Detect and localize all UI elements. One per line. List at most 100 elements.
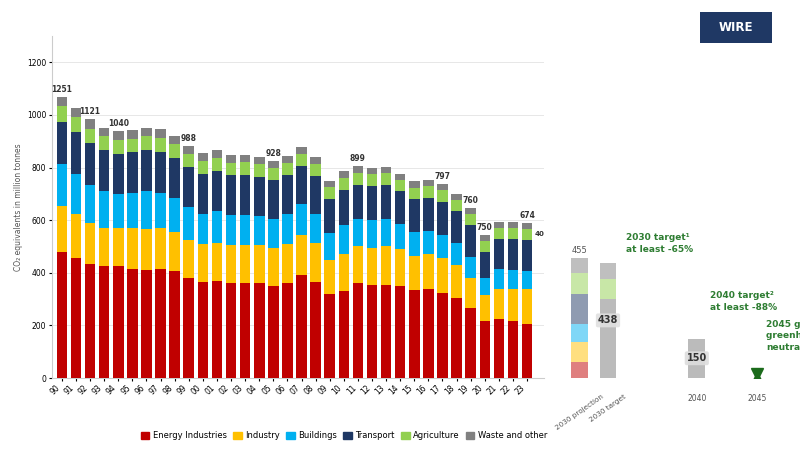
Bar [70, 117, 82, 132]
Bar [366, 220, 378, 248]
Bar [451, 211, 462, 243]
Bar [113, 194, 123, 228]
Bar [366, 174, 378, 186]
Bar [409, 188, 419, 199]
Bar [170, 271, 180, 378]
Bar [127, 269, 138, 378]
Bar [254, 177, 265, 216]
Bar [85, 129, 95, 143]
Bar [70, 108, 82, 117]
Bar [310, 158, 321, 164]
Bar [226, 215, 236, 245]
Bar [522, 271, 532, 288]
Bar [325, 181, 335, 187]
Bar [479, 278, 490, 295]
Bar [366, 168, 378, 174]
Bar [600, 279, 617, 299]
Bar [282, 175, 293, 214]
Bar [466, 278, 476, 308]
Bar [494, 288, 504, 319]
Bar [113, 153, 123, 194]
Bar [353, 184, 363, 219]
Text: WIRE: WIRE [718, 21, 754, 34]
Bar [423, 288, 434, 378]
Bar [522, 229, 532, 240]
Bar [494, 269, 504, 288]
Bar [113, 228, 123, 266]
Bar [127, 130, 138, 139]
Bar [571, 324, 587, 342]
Bar [296, 204, 307, 234]
Bar [57, 97, 67, 106]
Bar [353, 166, 363, 172]
Bar [99, 136, 110, 150]
Bar [466, 308, 476, 378]
Bar [522, 324, 532, 378]
Bar [423, 186, 434, 198]
Bar [494, 319, 504, 378]
Bar [522, 240, 532, 271]
Bar [212, 211, 222, 243]
Bar [127, 152, 138, 193]
Bar [438, 190, 448, 202]
Bar [268, 219, 278, 248]
Bar [57, 164, 67, 206]
Bar [409, 199, 419, 232]
Bar [325, 294, 335, 378]
Bar [240, 284, 250, 378]
Bar [226, 284, 236, 378]
Bar [296, 147, 307, 154]
Bar [438, 184, 448, 190]
Bar [353, 284, 363, 378]
Bar [282, 284, 293, 378]
Bar [141, 230, 152, 270]
Bar [85, 223, 95, 264]
Bar [366, 248, 378, 284]
Bar [395, 174, 406, 180]
Bar [381, 284, 391, 378]
Bar [170, 232, 180, 271]
Bar [451, 298, 462, 378]
Text: 1121: 1121 [79, 107, 101, 116]
Text: 2040 target²
at least -88%: 2040 target² at least -88% [710, 291, 777, 312]
Bar [409, 181, 419, 188]
Bar [155, 269, 166, 378]
Bar [170, 136, 180, 144]
Text: 1251: 1251 [51, 85, 72, 94]
Bar [409, 290, 419, 378]
Bar [99, 150, 110, 191]
Bar [170, 198, 180, 232]
Bar [240, 162, 250, 175]
Text: 2040: 2040 [687, 394, 706, 403]
Text: 438: 438 [598, 315, 618, 325]
Bar [254, 164, 265, 177]
Bar [226, 155, 236, 162]
Bar [571, 294, 587, 324]
Bar [494, 222, 504, 228]
Bar [268, 286, 278, 378]
Bar [70, 174, 82, 214]
Bar [366, 284, 378, 378]
Bar [296, 154, 307, 166]
Bar [198, 174, 208, 214]
Bar [57, 106, 67, 122]
Text: 148: 148 [535, 252, 550, 259]
Bar [381, 167, 391, 173]
Bar [325, 187, 335, 199]
Bar [338, 254, 349, 291]
Legend: Energy Industries, Industry, Buildings, Transport, Agriculture, Waste and other: Energy Industries, Industry, Buildings, … [138, 428, 550, 444]
Bar [479, 295, 490, 321]
Bar [113, 131, 123, 140]
Bar [325, 233, 335, 260]
Text: 988: 988 [181, 134, 197, 143]
Text: 674: 674 [519, 211, 535, 220]
Bar [155, 138, 166, 152]
Bar [141, 270, 152, 378]
Bar [99, 228, 110, 266]
Text: 797: 797 [434, 172, 450, 181]
Bar [338, 225, 349, 254]
Bar [571, 342, 587, 362]
Bar [296, 166, 307, 204]
Bar [571, 362, 587, 378]
Bar [395, 249, 406, 286]
